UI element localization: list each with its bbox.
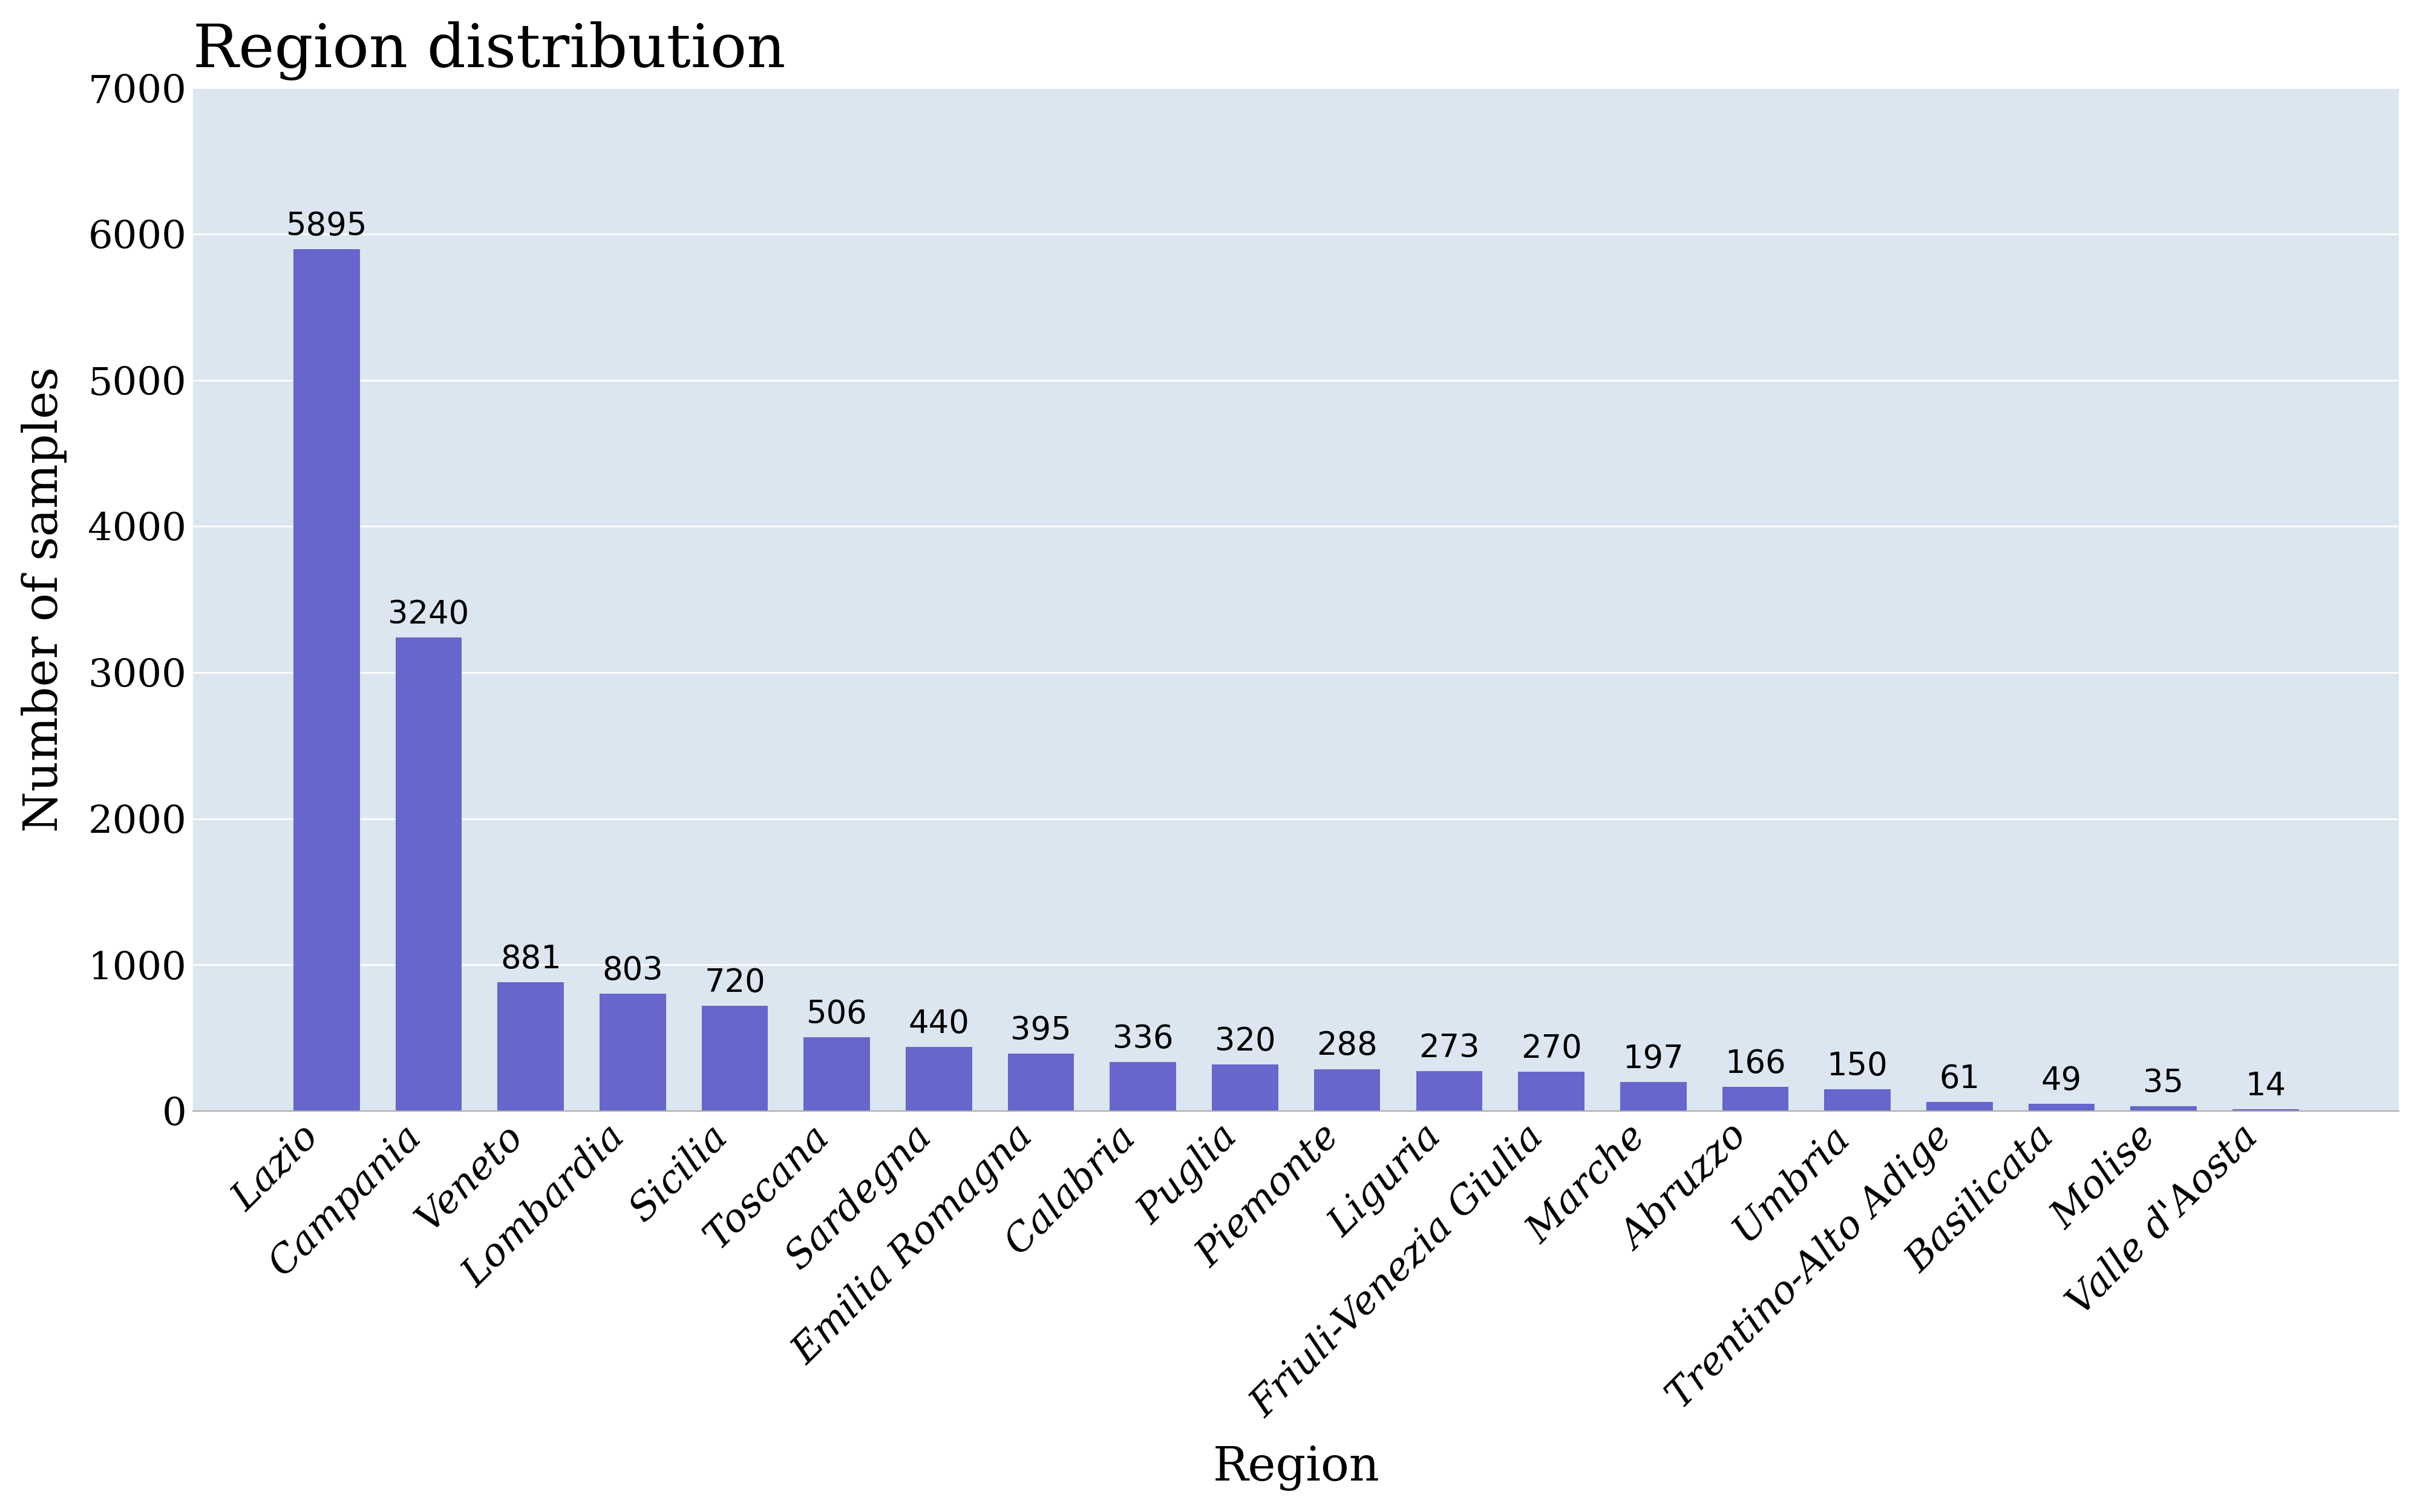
Text: 320: 320 <box>1215 1025 1275 1057</box>
Bar <box>1723 1087 1788 1111</box>
Text: 288: 288 <box>1316 1030 1377 1061</box>
Text: 166: 166 <box>1725 1048 1786 1080</box>
Text: 150: 150 <box>1827 1051 1888 1083</box>
Bar <box>1212 1064 1278 1111</box>
Text: 720: 720 <box>704 968 765 998</box>
Text: 270: 270 <box>1520 1033 1583 1064</box>
Bar <box>499 983 564 1111</box>
Bar <box>803 1037 871 1111</box>
Text: Region distribution: Region distribution <box>194 21 786 80</box>
Bar <box>1926 1102 1992 1111</box>
Bar <box>1619 1083 1687 1111</box>
Text: 14: 14 <box>2246 1070 2287 1102</box>
Bar <box>2231 1108 2299 1111</box>
Bar <box>1517 1072 1585 1111</box>
Bar <box>1314 1069 1379 1111</box>
Bar <box>905 1046 973 1111</box>
Text: 61: 61 <box>1938 1063 1980 1095</box>
Text: 506: 506 <box>806 998 866 1030</box>
Text: 336: 336 <box>1113 1024 1174 1055</box>
Text: 5895: 5895 <box>286 210 368 242</box>
Text: 803: 803 <box>603 956 663 986</box>
Text: 395: 395 <box>1012 1015 1072 1046</box>
Text: 440: 440 <box>908 1009 970 1039</box>
X-axis label: Region: Region <box>1212 1445 1379 1491</box>
Text: 197: 197 <box>1624 1043 1684 1075</box>
Bar <box>293 249 361 1111</box>
Bar <box>1416 1070 1483 1111</box>
Bar <box>2130 1105 2197 1111</box>
Bar <box>1825 1089 1890 1111</box>
Text: 35: 35 <box>2144 1067 2183 1099</box>
Bar <box>1007 1054 1074 1111</box>
Y-axis label: Number of samples: Number of samples <box>22 366 68 832</box>
Bar <box>600 993 666 1111</box>
Text: 3240: 3240 <box>387 599 469 631</box>
Bar <box>2028 1104 2096 1111</box>
Text: 881: 881 <box>501 943 561 975</box>
Text: 49: 49 <box>2040 1064 2081 1096</box>
Bar <box>394 638 462 1111</box>
Bar <box>702 1005 767 1111</box>
Text: 273: 273 <box>1418 1033 1479 1064</box>
Bar <box>1111 1061 1176 1111</box>
